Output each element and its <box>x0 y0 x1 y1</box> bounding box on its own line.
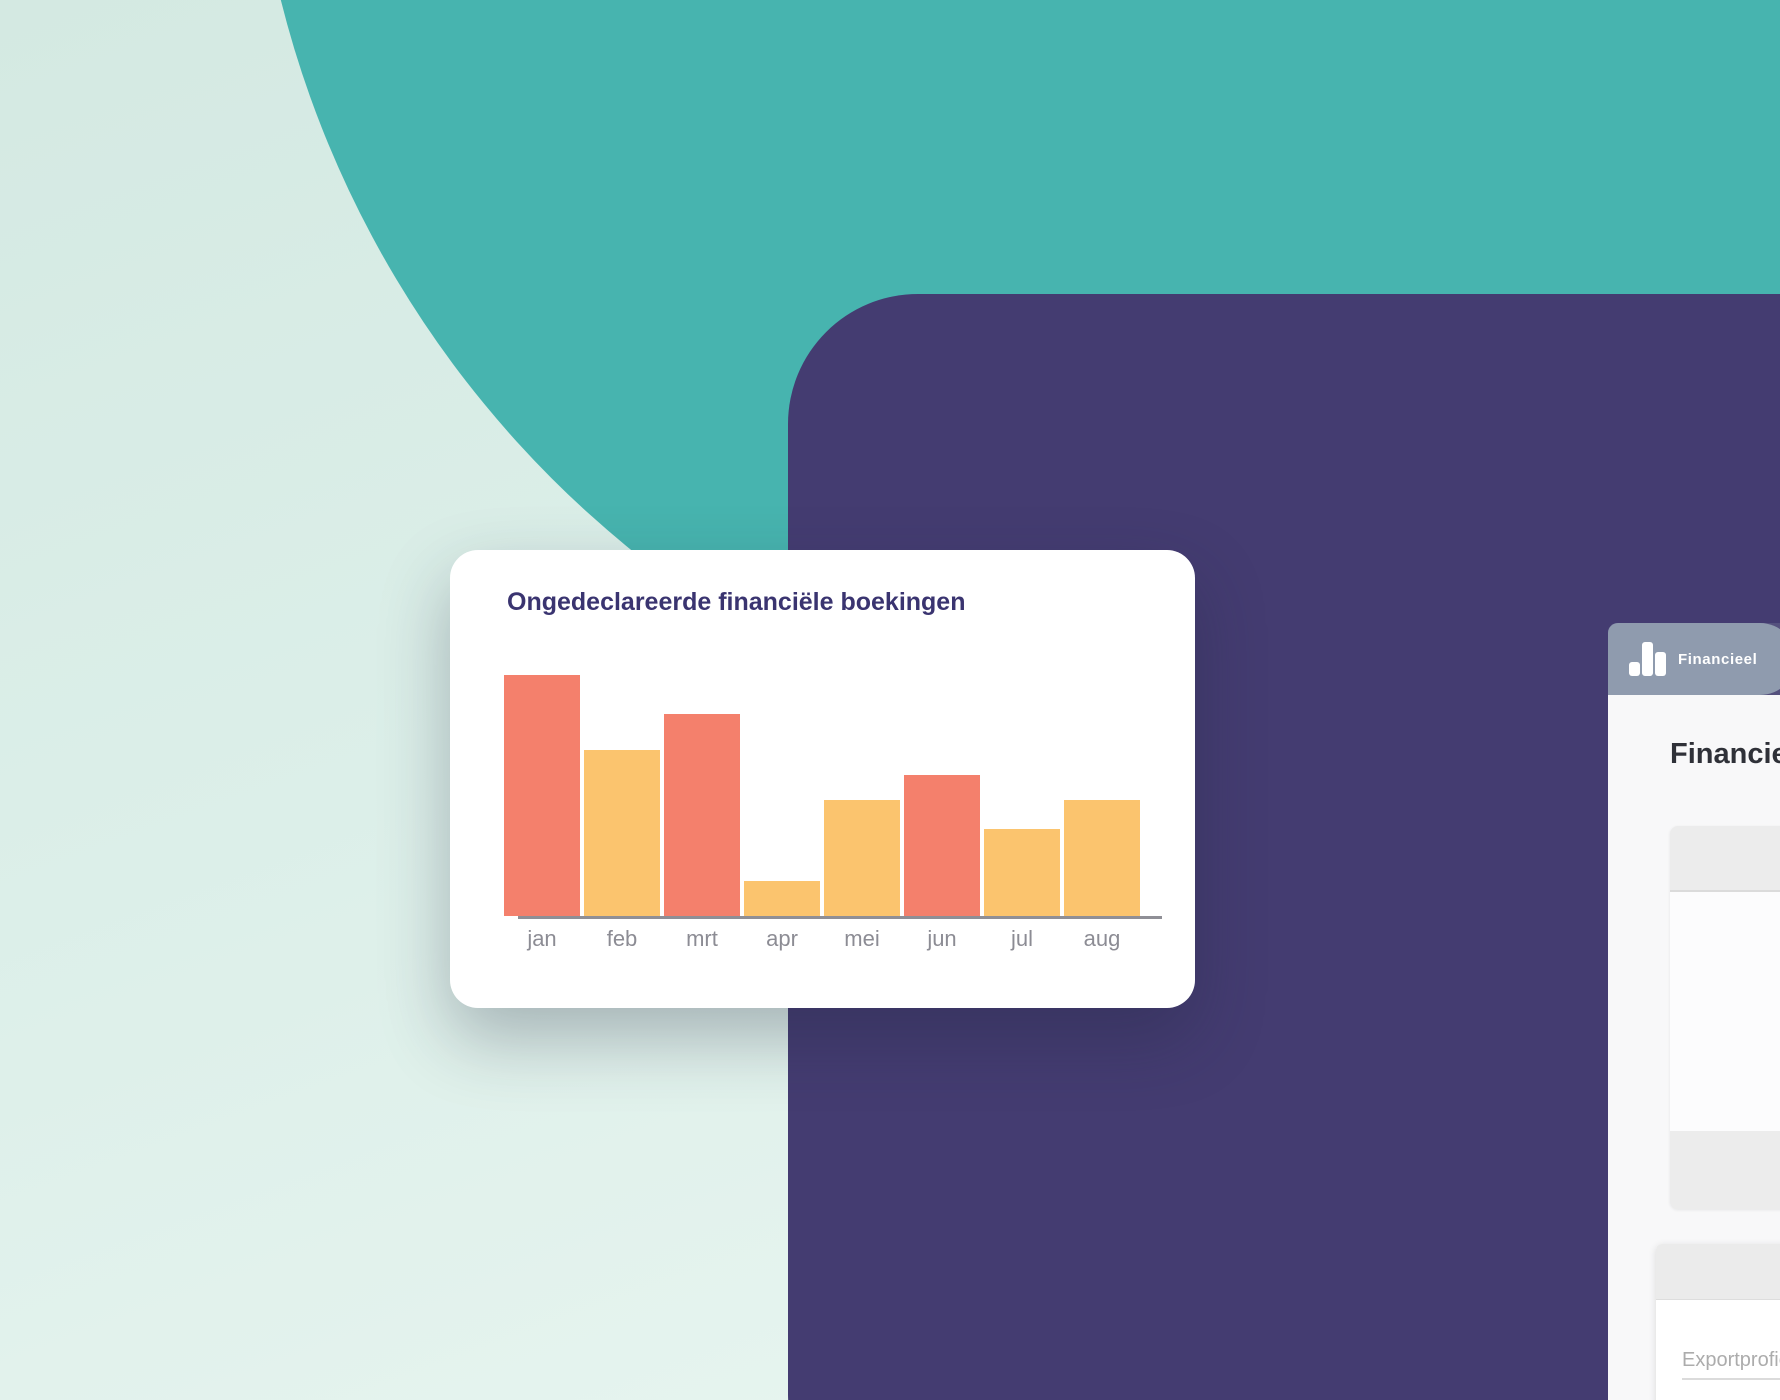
page-title: Financieel dashboard <box>1670 738 1780 770</box>
month-label-aug: aug <box>1083 926 1121 951</box>
card-header: eclaraties <box>1656 1244 1780 1300</box>
month-label-jul: jul <box>1010 926 1033 951</box>
brand-name: Financieel <box>1678 651 1758 668</box>
month-label-jun: jun <box>927 926 957 951</box>
month-label-mrt: mrt <box>686 926 718 951</box>
exportprofiel-input[interactable] <box>1682 1349 1780 1380</box>
month-bar-mei <box>824 800 900 916</box>
month-bar-jun <box>904 775 980 916</box>
app-window: Financieel Zoeken Financieel dashboard z… <box>1608 623 1780 1400</box>
month-bar-mrt <box>664 714 740 916</box>
panel-header: zicht <box>1670 826 1780 892</box>
month-bar-jan <box>504 675 580 916</box>
month-bar-apr <box>744 881 820 916</box>
month-label-jan: jan <box>527 926 557 951</box>
x-axis-line <box>518 916 1162 919</box>
ongedeclareerde-boekingen-card: Ongedeclareerde financiële boekingen jan… <box>450 550 1195 1008</box>
zoek-declaraties-card: eclaraties OVERZICHT ZOEKEN <box>1656 1244 1780 1400</box>
month-bar-aug <box>1064 800 1140 916</box>
month-bar-jul <box>984 829 1060 916</box>
month-label-feb: feb <box>606 926 638 951</box>
monthly-bar-chart: jan feb mrt apr mei jun jul aug <box>450 550 1195 1008</box>
top-navbar: Financieel Zoeken <box>1608 623 1780 695</box>
card-title: Ongedeclareerde financiële boekingen <box>507 588 966 616</box>
app-logo[interactable]: Financieel <box>1608 623 1780 695</box>
declaratie-overzicht-panel: zicht vachting Afgekeurd Totaal <box>1670 826 1780 1209</box>
exportprofiel-field <box>1682 1349 1780 1380</box>
chart-legend: vachting Afgekeurd Totaal <box>1670 1131 1780 1209</box>
stacked-bar-chart <box>1670 892 1780 1131</box>
month-label-apr: apr <box>766 926 798 951</box>
month-label-mei: mei <box>844 926 880 951</box>
month-bar-feb <box>584 750 660 916</box>
